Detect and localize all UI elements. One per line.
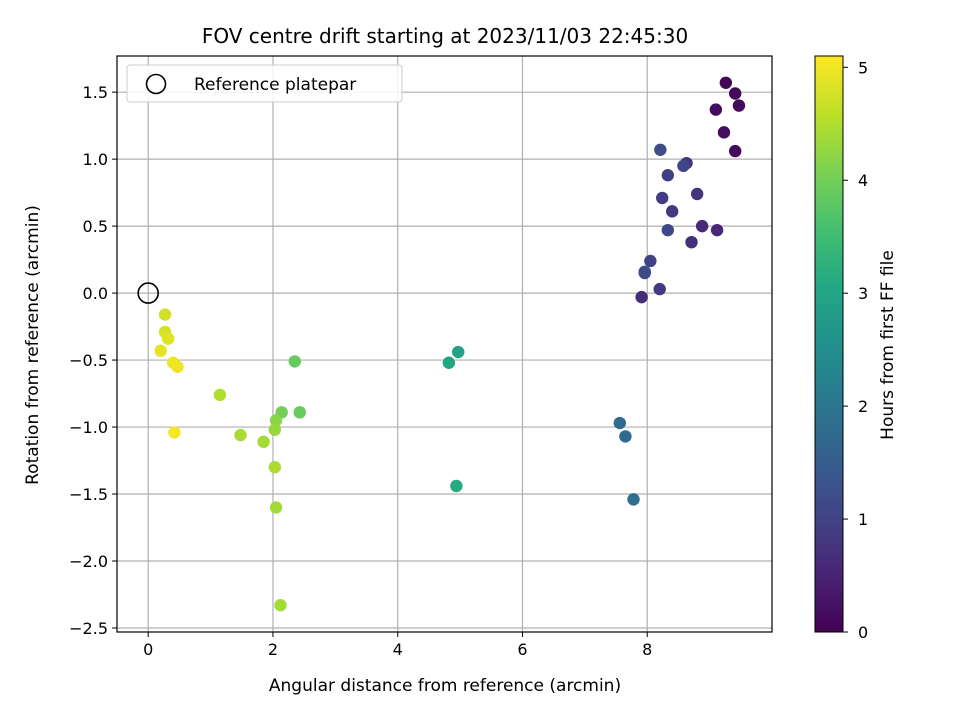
- data-point: [695, 219, 709, 233]
- data-point: [168, 426, 181, 439]
- data-point: [288, 355, 301, 368]
- y-tick-label: 0.0: [83, 284, 108, 303]
- data-point: [644, 254, 657, 268]
- chart-title: FOV centre drift starting at 2023/11/03 …: [202, 24, 688, 48]
- x-tick-label: 6: [517, 640, 527, 659]
- y-tick-label: −1.0: [69, 418, 108, 437]
- data-point: [709, 103, 723, 116]
- data-point: [452, 345, 465, 359]
- colorbar-tick-label: 4: [858, 171, 868, 190]
- data-points: [154, 76, 746, 612]
- colorbar-tick-label: 5: [858, 58, 868, 77]
- legend-marker-icon: [145, 73, 167, 95]
- data-point: [653, 282, 666, 296]
- data-point: [268, 423, 282, 436]
- x-axis-label: Angular distance from reference (arcmin): [269, 676, 621, 696]
- data-point: [661, 169, 675, 182]
- x-tick-label: 4: [393, 640, 403, 659]
- x-axis-ticks: 0 2 4 6 8: [143, 632, 652, 659]
- data-point: [619, 430, 632, 443]
- x-tick-label: 8: [642, 640, 652, 659]
- data-point: [234, 428, 247, 442]
- data-point: [257, 435, 270, 448]
- data-point: [656, 191, 669, 205]
- data-point: [154, 344, 167, 357]
- data-point: [661, 223, 675, 237]
- data-point: [732, 99, 746, 112]
- colorbar-tick-label: 2: [858, 397, 868, 416]
- y-tick-label: 1.5: [83, 83, 108, 102]
- y-axis-label: Rotation from reference (arcmin): [23, 205, 43, 485]
- data-point: [293, 406, 306, 419]
- reference-marker: [137, 282, 159, 304]
- y-axis-ticks: −2.5 −2.0 −1.5 −1.0 −0.5 0.0 0.5 1.0 1.5: [69, 83, 117, 638]
- data-point: [690, 187, 704, 201]
- data-point: [171, 360, 184, 373]
- data-point: [728, 87, 742, 100]
- legend: Reference platepar: [126, 64, 403, 103]
- data-point: [654, 143, 667, 156]
- grid: [117, 56, 772, 632]
- data-point: [638, 266, 651, 280]
- y-tick-label: −1.5: [69, 485, 108, 504]
- data-point: [665, 205, 679, 218]
- data-point: [719, 76, 733, 89]
- data-point: [274, 599, 287, 612]
- colorbar-label: Hours from first FF file: [878, 250, 898, 440]
- data-point: [268, 461, 282, 474]
- y-tick-label: −0.5: [69, 351, 108, 370]
- data-point: [158, 308, 172, 321]
- plot-frame: [116, 55, 773, 633]
- x-tick-label: 2: [268, 640, 278, 659]
- colorbar-tick-label: 0: [858, 623, 868, 642]
- colorbar-tick-label: 1: [858, 510, 868, 529]
- data-point: [442, 356, 456, 369]
- data-point: [627, 493, 640, 506]
- reference-platepar-point: [137, 282, 159, 304]
- data-point: [685, 235, 698, 249]
- data-point: [728, 144, 742, 158]
- y-tick-label: −2.5: [69, 619, 108, 638]
- data-point: [635, 290, 648, 304]
- colorbar-ticks: 0 1 2 3 4 5: [843, 58, 868, 642]
- data-point: [450, 479, 463, 493]
- y-tick-label: 0.5: [83, 217, 108, 236]
- data-point: [161, 332, 175, 345]
- x-tick-label: 0: [143, 640, 153, 659]
- data-point: [717, 126, 731, 139]
- data-point: [213, 388, 227, 402]
- colorbar-tick-label: 3: [858, 284, 868, 303]
- y-tick-label: 1.0: [83, 150, 108, 169]
- colorbar: [814, 55, 844, 633]
- data-point: [710, 223, 724, 237]
- data-point: [269, 414, 283, 427]
- data-point: [613, 416, 626, 430]
- legend-entry: Reference platepar: [194, 75, 356, 95]
- y-tick-label: −2.0: [69, 552, 108, 571]
- data-point: [269, 501, 283, 514]
- legend-box: [126, 64, 403, 103]
- data-point: [677, 159, 690, 173]
